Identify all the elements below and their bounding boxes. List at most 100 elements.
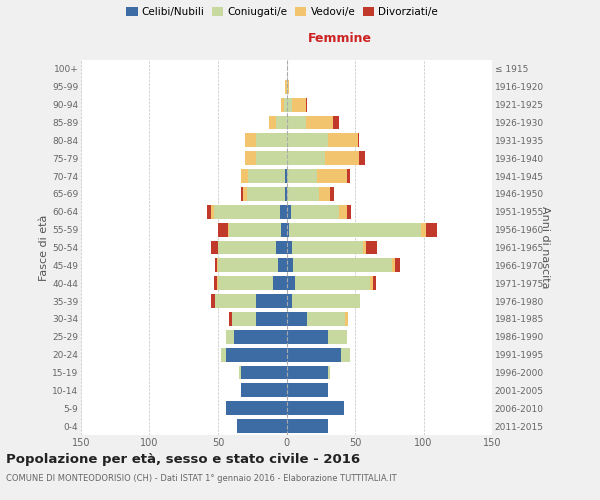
Bar [292, 240, 363, 254]
Bar [287, 222, 289, 236]
Bar [278, 258, 287, 272]
Bar [325, 151, 359, 165]
Bar [292, 98, 305, 112]
Bar [287, 384, 328, 398]
Y-axis label: Fasce di età: Fasce di età [39, 214, 49, 280]
Bar [341, 348, 350, 362]
Bar [242, 187, 247, 201]
Bar [307, 312, 346, 326]
Bar [287, 348, 341, 362]
Bar [289, 222, 421, 236]
Bar [217, 258, 218, 272]
Bar [273, 276, 287, 290]
Bar [366, 240, 377, 254]
Bar [235, 330, 287, 344]
Bar [285, 169, 287, 183]
Bar [218, 240, 275, 254]
Bar [287, 151, 325, 165]
Bar [214, 205, 280, 219]
Bar [287, 80, 288, 94]
Bar [285, 187, 287, 201]
Bar [269, 116, 275, 130]
Text: Femmine: Femmine [308, 32, 372, 45]
Bar [328, 134, 358, 147]
Bar [421, 222, 426, 236]
Y-axis label: Anni di nascita: Anni di nascita [539, 206, 550, 289]
Bar [247, 187, 285, 201]
Legend: Celibi/Nubili, Coniugati/e, Vedovi/e, Divorziati/e: Celibi/Nubili, Coniugati/e, Vedovi/e, Di… [124, 5, 440, 20]
Bar [426, 222, 437, 236]
Bar [317, 169, 347, 183]
Text: COMUNE DI MONTEODORISIO (CH) - Dati ISTAT 1° gennaio 2016 - Elaborazione TUTTITA: COMUNE DI MONTEODORISIO (CH) - Dati ISTA… [6, 474, 397, 483]
Bar [347, 169, 350, 183]
Bar [287, 240, 292, 254]
Bar [215, 294, 256, 308]
Bar [328, 330, 347, 344]
Bar [287, 205, 290, 219]
Bar [237, 419, 287, 433]
Bar [211, 205, 214, 219]
Bar [256, 151, 287, 165]
Bar [275, 116, 287, 130]
Bar [215, 258, 217, 272]
Bar [287, 330, 328, 344]
Bar [373, 276, 376, 290]
Bar [229, 222, 281, 236]
Bar [256, 294, 287, 308]
Bar [211, 240, 218, 254]
Bar [287, 258, 293, 272]
Bar [241, 187, 242, 201]
Bar [207, 205, 211, 219]
Bar [319, 187, 331, 201]
Bar [280, 205, 287, 219]
Bar [241, 366, 287, 380]
Bar [358, 134, 359, 147]
Bar [248, 169, 285, 183]
Bar [241, 169, 248, 183]
Bar [287, 312, 307, 326]
Bar [392, 258, 395, 272]
Bar [338, 205, 347, 219]
Bar [275, 240, 287, 254]
Bar [218, 258, 278, 272]
Bar [256, 134, 287, 147]
Bar [359, 151, 365, 165]
Bar [241, 384, 287, 398]
Bar [287, 187, 319, 201]
Bar [292, 294, 361, 308]
Bar [287, 169, 317, 183]
Bar [287, 294, 292, 308]
Bar [295, 276, 370, 290]
Bar [290, 205, 338, 219]
Bar [245, 151, 256, 165]
Bar [287, 276, 295, 290]
Bar [226, 348, 287, 362]
Bar [363, 240, 366, 254]
Bar [328, 366, 331, 380]
Bar [287, 134, 328, 147]
Bar [221, 348, 226, 362]
Bar [333, 116, 338, 130]
Bar [293, 258, 392, 272]
Bar [287, 401, 344, 415]
Bar [217, 276, 218, 290]
Bar [245, 134, 256, 147]
Bar [218, 222, 227, 236]
Bar [284, 98, 287, 112]
Text: Popolazione per età, sesso e stato civile - 2016: Popolazione per età, sesso e stato civil… [6, 452, 360, 466]
Bar [211, 294, 215, 308]
Bar [305, 116, 333, 130]
Bar [287, 419, 328, 433]
Bar [227, 222, 229, 236]
Bar [347, 205, 351, 219]
Bar [281, 222, 287, 236]
Bar [287, 116, 305, 130]
Bar [395, 258, 400, 272]
Bar [218, 276, 273, 290]
Bar [287, 366, 328, 380]
Bar [214, 276, 217, 290]
Bar [226, 330, 235, 344]
Bar [256, 312, 287, 326]
Bar [285, 80, 287, 94]
Bar [305, 98, 307, 112]
